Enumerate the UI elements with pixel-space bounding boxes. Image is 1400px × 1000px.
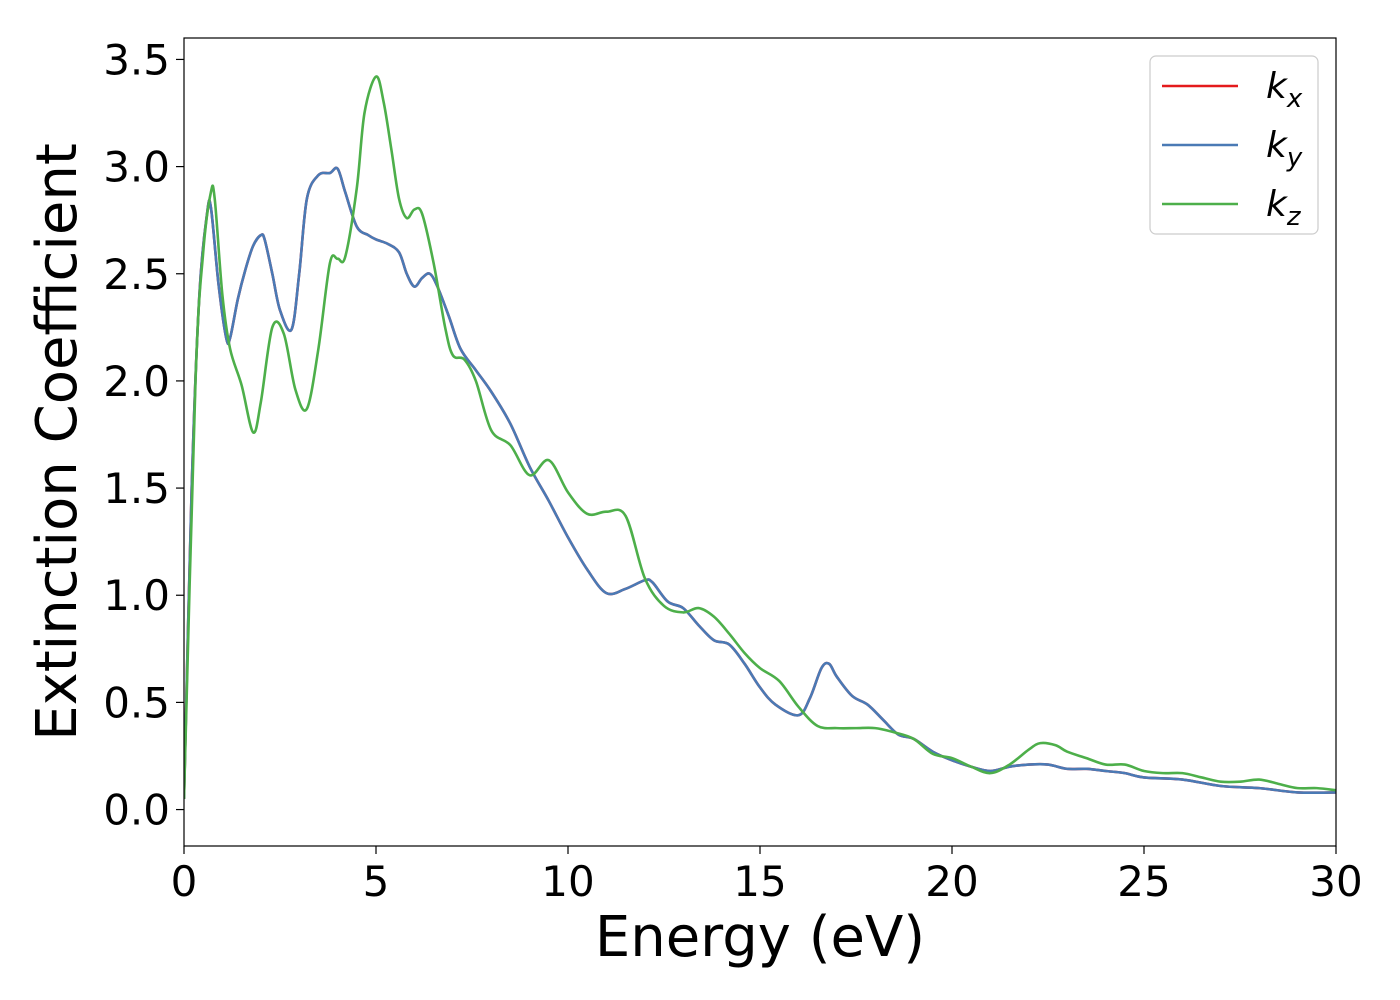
y-tick-label: 1.0: [103, 571, 170, 620]
series-line-kz: [184, 75, 1336, 799]
series-layer: [184, 75, 1336, 799]
x-tick-label: 5: [363, 857, 390, 906]
y-axis-title: Extinction Coefficient: [25, 143, 90, 741]
y-tick-label: 0.0: [103, 786, 170, 835]
x-tick-label: 20: [925, 857, 978, 906]
legend-label-kz: kz: [1266, 184, 1302, 232]
x-tick-label: 10: [541, 857, 594, 906]
y-tick-label: 2.0: [103, 357, 170, 406]
legend-label-kx: kx: [1266, 66, 1303, 114]
x-tick-label: 15: [733, 857, 786, 906]
x-tick-label: 30: [1309, 857, 1362, 906]
legend-label-ky: ky: [1266, 125, 1303, 173]
y-tick-label: 1.5: [103, 464, 170, 513]
y-tick-label: 3.0: [103, 143, 170, 192]
y-tick-label: 0.5: [103, 678, 170, 727]
x-tick-label: 0: [171, 857, 198, 906]
x-tick-label: 25: [1117, 857, 1170, 906]
x-axis: 0 5 10 15 20 25 30: [171, 846, 1363, 906]
y-tick-label: 3.5: [103, 35, 170, 84]
y-axis: 0.0 0.5 1.0 1.5 2.0 2.5 3.0 3.5: [103, 35, 184, 835]
x-axis-title: Energy (eV): [595, 905, 925, 970]
legend: kx ky kz: [1149, 55, 1319, 235]
y-tick-label: 2.5: [103, 250, 170, 299]
